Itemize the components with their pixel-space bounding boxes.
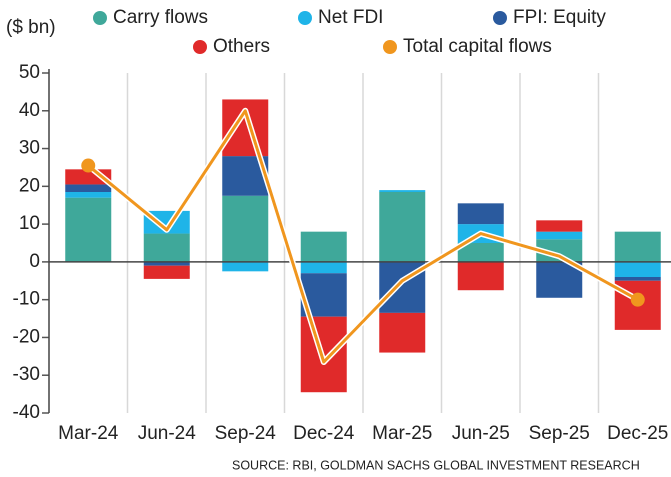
bar-segment	[457, 243, 504, 262]
bar-segment	[614, 261, 661, 277]
y-tick-label: -20	[13, 326, 40, 347]
x-tick-label: Jun-24	[138, 423, 197, 444]
bar-segment	[143, 265, 190, 279]
legend-swatch	[298, 11, 312, 25]
y-axis-label: ($ bn)	[6, 17, 56, 38]
bar-segment	[457, 261, 504, 291]
legend-label: FPI: Equity	[513, 7, 606, 28]
y-tick-label: -40	[13, 402, 40, 423]
x-tick-label: Mar-25	[372, 423, 432, 444]
bar-segment	[614, 277, 661, 281]
x-tick-label: Dec-25	[607, 423, 668, 444]
x-tick-label: Jun-25	[452, 423, 510, 444]
legend-label: Carry flows	[113, 7, 208, 28]
bar-segment	[536, 220, 583, 232]
bar-segment	[65, 197, 112, 262]
legend-swatch	[383, 40, 397, 54]
bar-segment	[222, 195, 269, 262]
source: SOURCE: RBI, GOLDMAN SACHS GLOBAL INVEST…	[232, 458, 640, 472]
bar-segment	[222, 261, 269, 272]
bar-segment	[457, 203, 504, 225]
bar-segment	[614, 231, 661, 262]
y-tick-label: 30	[19, 138, 40, 159]
bar-segment	[65, 192, 112, 198]
bar-segment	[379, 190, 426, 192]
line-marker	[81, 158, 96, 173]
y-tick-label: 0	[29, 251, 40, 272]
y-tick-label: -30	[13, 364, 40, 385]
y-tick-label: 50	[19, 62, 40, 83]
y-tick-label: 40	[19, 100, 40, 121]
x-tick-label: Sep-24	[215, 423, 277, 444]
bar-segment	[379, 192, 426, 262]
bar-segment	[143, 261, 190, 266]
legend-label: Total capital flows	[403, 36, 552, 57]
line	[87, 109, 639, 364]
y-tick-label: 20	[19, 175, 40, 196]
bar-segment	[300, 261, 347, 274]
bar-segment	[65, 184, 112, 192]
legend-label: Others	[213, 36, 270, 57]
x-tick-label: Mar-24	[58, 423, 119, 444]
legend-label: Net FDI	[318, 7, 383, 28]
legend-swatch	[493, 11, 507, 25]
y-tick-label: 10	[19, 213, 40, 234]
bar-segment	[379, 312, 426, 353]
line-marker	[630, 292, 645, 307]
x-tick-label: Dec-24	[293, 423, 355, 444]
bar-segment	[143, 233, 190, 262]
bar-segment	[300, 231, 347, 262]
y-tick-label: -10	[13, 289, 40, 310]
x-tick-label: Sep-25	[529, 423, 590, 444]
legend-swatch	[193, 40, 207, 54]
legend-swatch	[93, 11, 107, 25]
bar-segment	[536, 231, 583, 240]
bar-segment	[536, 239, 583, 262]
